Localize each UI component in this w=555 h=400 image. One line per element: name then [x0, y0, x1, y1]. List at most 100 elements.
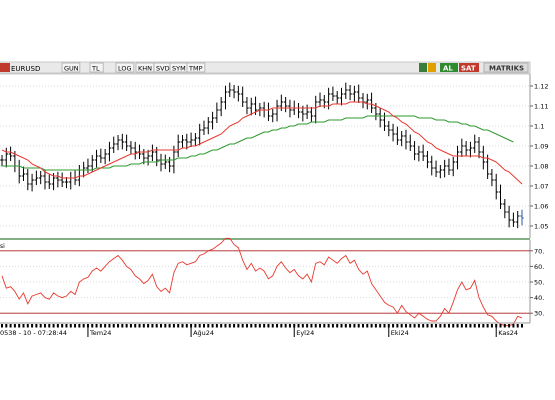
brand-button[interactable]: [483, 62, 529, 73]
price-bar: [219, 97, 223, 117]
price-bar: [348, 85, 352, 101]
price-bar: [490, 169, 494, 187]
toolbar: EURUSD GUN TL LOG KHN SVD SYM TMP AL SAT MATRI…: [0, 61, 531, 74]
clock-icon[interactable]: [428, 63, 436, 72]
price-bar: [129, 141, 133, 155]
price-bar: [369, 92, 374, 113]
price-bar: [159, 153, 163, 172]
time-tick-mark: [516, 324, 519, 328]
price-bar: [352, 85, 357, 102]
time-tick-mark: [490, 324, 493, 328]
price-bar: [485, 154, 490, 179]
price-tick-label: 1.06: [534, 203, 548, 211]
price-bar: [17, 159, 21, 184]
time-tick-mark: [340, 324, 343, 328]
toolbar-button-tmp[interactable]: [186, 62, 206, 73]
time-tick-mark: [482, 324, 485, 328]
time-tick-mark: [74, 324, 77, 328]
price-bar: [116, 135, 120, 151]
time-tick-mark: [417, 324, 420, 328]
rsi-pane-label: si: [0, 243, 5, 250]
time-tick-mark: [349, 324, 352, 328]
time-tick-mark: [374, 324, 377, 328]
time-tick-mark: [164, 324, 167, 328]
price-bar: [215, 102, 219, 123]
price-bar: [232, 85, 236, 99]
price-bar: [206, 117, 211, 135]
time-tick-mark: [447, 324, 450, 328]
sat-button[interactable]: [459, 63, 479, 72]
time-tick-mark: [91, 324, 94, 328]
time-tick-mark: [297, 324, 300, 328]
time-tick-mark: [473, 324, 476, 328]
price-bar: [43, 169, 47, 190]
time-tick-mark: [521, 324, 523, 328]
time-tick-label: Tem24: [89, 329, 111, 337]
price-bar: [90, 155, 95, 173]
price-bar: [4, 147, 9, 168]
time-tick-mark: [61, 324, 64, 328]
price-bar: [107, 141, 112, 162]
time-tick-label: Ağu24: [193, 329, 214, 337]
time-tick-mark: [469, 324, 472, 328]
price-bar: [520, 209, 524, 226]
price-bar: [8, 146, 13, 161]
price-bar: [202, 120, 206, 135]
toolbar-button-label: TL: [91, 65, 100, 73]
time-tick-mark: [435, 324, 438, 328]
price-bar: [425, 151, 430, 169]
time-tick-mark: [319, 324, 322, 328]
time-tick-label: Eyl24: [296, 329, 314, 337]
time-tick-mark: [215, 324, 218, 328]
price-bar: [223, 85, 228, 110]
time-tick-mark: [456, 324, 459, 328]
time-tick-mark: [129, 324, 132, 328]
chart-root: EURUSD GUN TL LOG KHN SVD SYM TMP AL SAT MATRI…: [0, 58, 555, 340]
time-tick-mark: [404, 324, 407, 328]
toolbar-button-label: LOG: [118, 65, 132, 73]
toolbar-button-label: SYM: [172, 65, 186, 73]
time-tick-mark: [443, 324, 446, 328]
time-tick-mark: [426, 324, 429, 328]
price-bar: [124, 134, 129, 151]
price-bar: [296, 103, 301, 119]
price-bar: [318, 92, 322, 107]
price-bar: [507, 205, 511, 228]
price-bar: [429, 155, 434, 176]
price-bar: [283, 97, 288, 113]
rsi-pane: si 30. 40. 50. 60. 70.: [0, 237, 544, 327]
time-tick-mark: [26, 324, 29, 328]
price-bar: [511, 212, 516, 227]
time-tick-mark: [168, 324, 171, 328]
toolbar-button-log[interactable]: [115, 62, 135, 73]
rsi-tick-label: 60.: [534, 263, 544, 271]
time-tick-mark: [503, 324, 506, 328]
price-bar: [184, 133, 189, 150]
price-bar: [30, 173, 34, 192]
price-bar: [94, 149, 99, 168]
price-bar: [498, 184, 503, 209]
price-bar: [47, 174, 52, 189]
time-tick-mark: [254, 324, 257, 328]
time-tick-mark: [18, 324, 21, 328]
price-bar: [339, 87, 344, 106]
time-tick-mark: [460, 324, 463, 328]
price-bar: [503, 199, 507, 219]
toolbar-button-label: TMP: [188, 65, 203, 73]
time-tick-mark: [138, 324, 141, 328]
price-bar: [249, 97, 254, 116]
toolbar-button-tl[interactable]: [89, 62, 104, 73]
time-tick-mark: [198, 324, 201, 328]
price-bar: [335, 91, 340, 105]
al-button[interactable]: [440, 63, 458, 72]
time-tick-label: Kas24: [498, 329, 518, 337]
time-tick-mark: [357, 324, 360, 328]
price-bar: [515, 211, 520, 229]
time-tick-mark: [233, 324, 236, 328]
time-tick-mark: [211, 324, 214, 328]
refresh-icon[interactable]: [419, 63, 427, 72]
price-bar: [0, 155, 4, 167]
price-bar: [477, 137, 481, 159]
price-bar: [21, 166, 26, 181]
toolbar-button-gun[interactable]: [61, 62, 81, 73]
